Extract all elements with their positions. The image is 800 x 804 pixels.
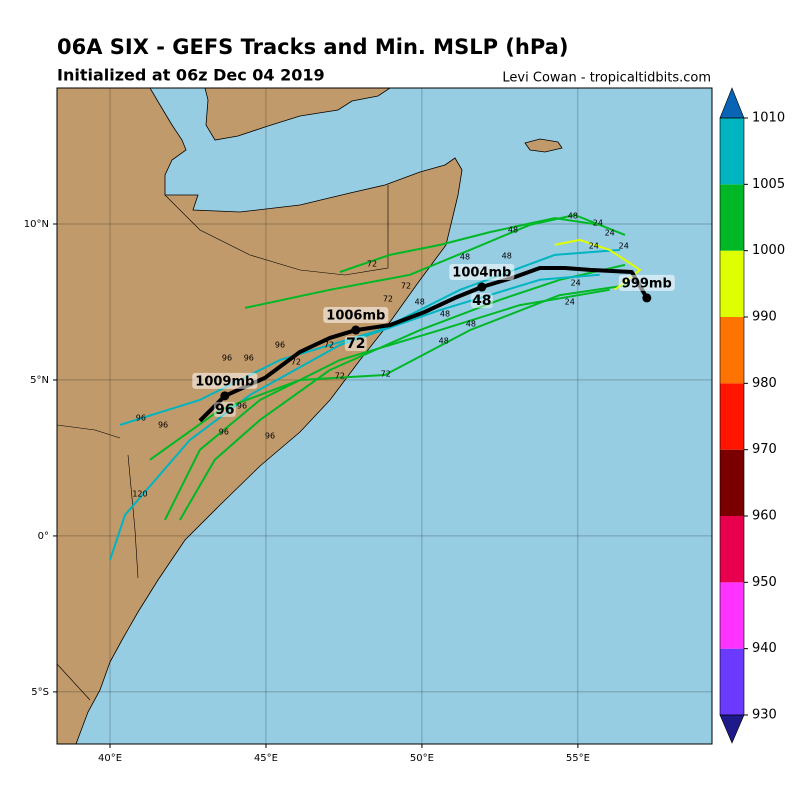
hour-label: 48 xyxy=(415,297,425,306)
credit: Levi Cowan - tropicaltidbits.com xyxy=(502,71,711,86)
label-box xyxy=(344,336,367,352)
pressure-label: 999mb xyxy=(622,276,672,291)
hour-label-main: 48 xyxy=(472,293,491,309)
hour-label: 24 xyxy=(589,241,599,250)
x-tick-label: 40°E xyxy=(98,753,122,764)
colorbar-tick-label: 960 xyxy=(752,509,777,524)
y-tick-label: 0° xyxy=(38,531,49,542)
hour-label: 24 xyxy=(619,241,629,250)
hour-label: 48 xyxy=(439,336,449,345)
colorbar-segment xyxy=(720,648,744,715)
label-box xyxy=(449,264,515,281)
chart-subtitle: Initialized at 06z Dec 04 2019 xyxy=(57,66,325,85)
colorbar-segment xyxy=(720,449,744,516)
hour-label: 72 xyxy=(367,259,377,268)
colorbar-under xyxy=(719,714,745,744)
map-frame xyxy=(56,87,713,745)
label-box xyxy=(192,372,258,389)
pressure-label: 1004mb xyxy=(452,266,511,281)
hour-label: 120 xyxy=(132,489,147,498)
colorbar-segment xyxy=(720,516,744,583)
hour-label: 96 xyxy=(158,420,168,429)
hour-label: 48 xyxy=(460,253,470,262)
colorbar-tick-label: 990 xyxy=(752,310,777,325)
hour-label: 96 xyxy=(237,401,247,410)
colorbar-segment xyxy=(720,317,744,384)
mean-track xyxy=(198,266,649,423)
label-box xyxy=(470,293,493,309)
hour-label: 48 xyxy=(502,251,512,260)
colorbar-tick-label: 980 xyxy=(752,376,777,391)
mean-point xyxy=(220,391,230,401)
chart-title: 06A SIX - GEFS Tracks and Min. MSLP (hPa… xyxy=(57,35,568,59)
pressure-label: 1006mb xyxy=(326,309,385,324)
hour-label: 96 xyxy=(136,414,146,423)
hour-label: 72 xyxy=(324,341,334,350)
border xyxy=(57,185,389,701)
colorbar-tick-label: 950 xyxy=(752,575,777,590)
label-box xyxy=(618,274,675,291)
mean-point xyxy=(351,325,361,335)
y-tick-label: 5°S xyxy=(31,687,49,698)
pressure-label: 1009mb xyxy=(195,374,254,389)
hour-label: 96 xyxy=(275,341,285,350)
hour-label: 24 xyxy=(565,297,575,306)
colorbar-segment xyxy=(720,184,744,251)
label-box xyxy=(323,307,389,324)
ensemble-track xyxy=(244,214,626,309)
x-tick-label: 50°E xyxy=(410,753,434,764)
colorbar-segment xyxy=(720,250,744,317)
x-tick-label: 55°E xyxy=(566,753,590,764)
colorbar-frame xyxy=(719,117,745,716)
mean-point xyxy=(477,282,487,292)
mean-point xyxy=(642,293,652,303)
label-box xyxy=(213,401,236,417)
x-tick-label: 45°E xyxy=(254,753,278,764)
colorbar-tick-label: 1000 xyxy=(752,243,785,258)
y-tick-label: 5°N xyxy=(30,375,49,386)
hour-label: 72 xyxy=(401,282,411,291)
hour-label: 72 xyxy=(291,357,301,366)
hour-label: 72 xyxy=(335,371,345,380)
hour-label: 96 xyxy=(244,353,254,362)
hour-label: 24 xyxy=(593,219,603,228)
hour-label: 24 xyxy=(571,278,581,287)
hour-label: 96 xyxy=(265,431,275,440)
hour-label: 24 xyxy=(605,229,615,238)
land-arabia xyxy=(204,88,391,141)
colorbar-segment xyxy=(720,118,744,185)
hour-label: 96 xyxy=(219,428,229,437)
colorbar-tick-label: 970 xyxy=(752,442,777,457)
hour-label: 48 xyxy=(568,211,578,220)
colorbar-tick-label: 1010 xyxy=(752,111,785,126)
colorbar-tick-label: 930 xyxy=(752,708,777,723)
colorbar-tick-label: 940 xyxy=(752,641,777,656)
land-socotra xyxy=(524,138,563,153)
map xyxy=(57,88,712,744)
hour-label: 72 xyxy=(381,370,391,379)
ensemble-track xyxy=(149,283,631,461)
colorbar-tick-label: 1005 xyxy=(752,177,785,192)
ensemble-track xyxy=(109,273,600,561)
ensemble-track xyxy=(164,288,610,521)
y-tick-label: 10°N xyxy=(24,219,49,230)
colorbar-segment xyxy=(720,383,744,450)
land-africa xyxy=(57,88,463,744)
hour-label-main: 72 xyxy=(346,336,365,352)
colorbar-over xyxy=(719,87,745,119)
hour-label: 48 xyxy=(508,225,518,234)
hour-label: 48 xyxy=(440,309,450,318)
hour-label-main: 96 xyxy=(215,402,234,418)
hour-label: 72 xyxy=(383,294,393,303)
hour-label: 96 xyxy=(222,353,232,362)
hour-label: 48 xyxy=(466,319,476,328)
colorbar-segment xyxy=(720,582,744,649)
ensemble-track xyxy=(339,217,600,273)
